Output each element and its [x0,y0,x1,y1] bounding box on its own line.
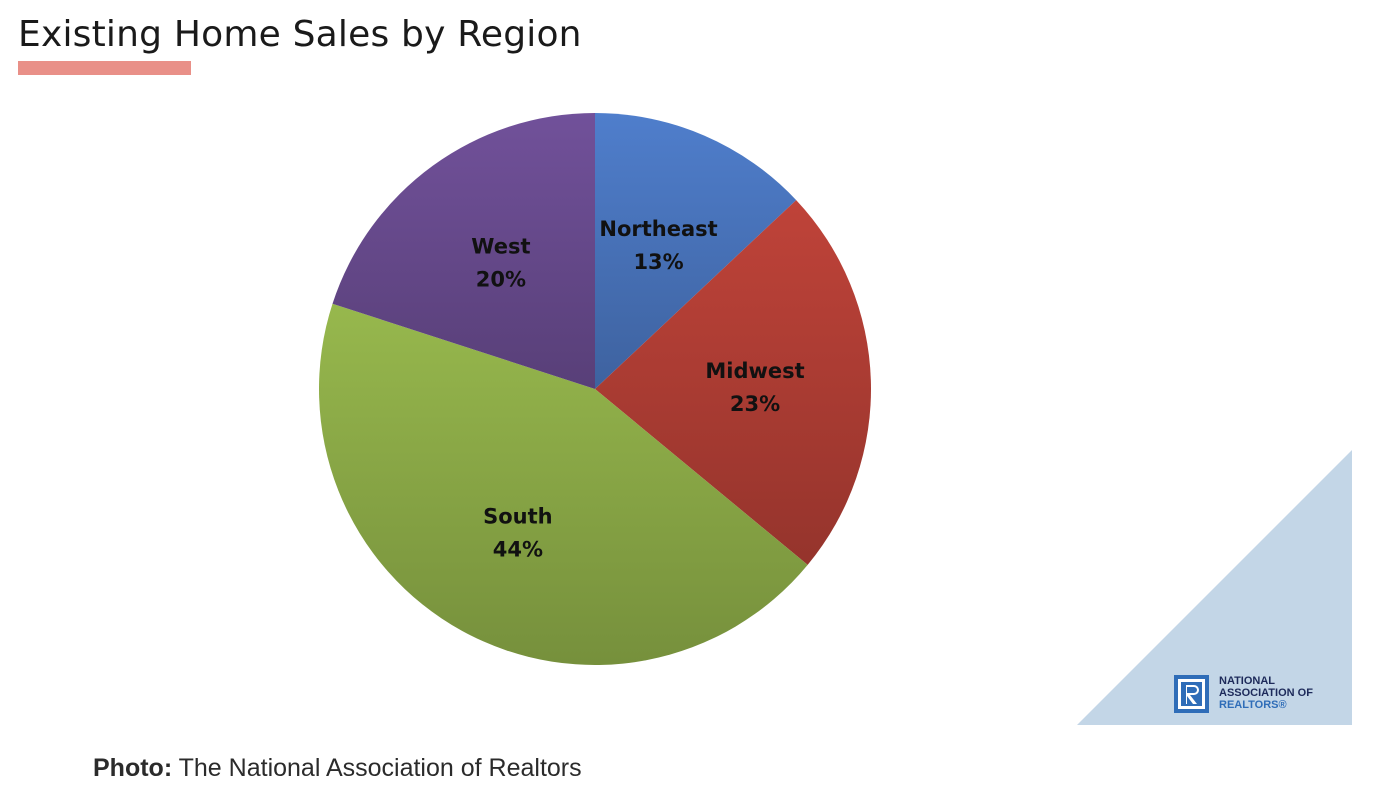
pie-slices [318,113,871,666]
logo-line-national: NATIONAL [1219,675,1276,687]
pie-slice-midwest [595,200,871,565]
nar-logo: NATIONAL ASSOCIATION OF REALTORS® [1174,673,1344,718]
slice-name-midwest: Midwest [705,359,804,383]
corner-triangle-decoration [1077,450,1352,725]
logo-line-association: ASSOCIATION OF [1219,687,1313,699]
slice-name-west: West [471,234,530,258]
slice-name-south: South [483,504,553,528]
pie-labels: Northeast 13% Midwest 23% South 44% West 20% [471,217,804,561]
caption-lead: Photo: [93,754,173,782]
realtor-r-icon [1174,675,1209,713]
pie-slice-south [318,303,808,666]
slice-value-south: 44% [493,537,543,561]
corner-triangle-shape [1077,450,1352,725]
title-underline [18,61,191,75]
slice-value-west: 20% [476,267,526,291]
photo-caption: Photo: The National Association of Realt… [93,754,582,783]
caption-text: The National Association of Realtors [172,754,582,782]
slice-name-northeast: Northeast [599,217,717,241]
pie-slice-west [332,113,595,389]
slide-title: Existing Home Sales by Region [18,14,582,55]
slice-value-northeast: 13% [633,250,683,274]
logo-line-realtors: REALTORS® [1219,699,1287,711]
pie-slice-northeast [595,113,797,389]
slice-value-midwest: 23% [730,392,780,416]
